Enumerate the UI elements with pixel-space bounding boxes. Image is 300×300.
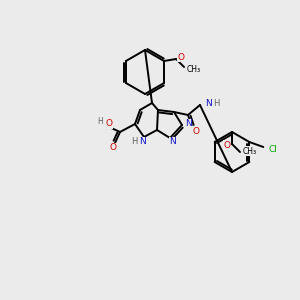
Text: O: O bbox=[110, 143, 116, 152]
Text: H: H bbox=[131, 136, 137, 146]
Text: N: N bbox=[169, 137, 176, 146]
Text: H: H bbox=[97, 118, 103, 127]
Text: N: N bbox=[139, 137, 145, 146]
Text: H: H bbox=[213, 98, 219, 107]
Text: CH₃: CH₃ bbox=[187, 65, 201, 74]
Text: CH₃: CH₃ bbox=[243, 146, 257, 155]
Text: O: O bbox=[178, 52, 184, 62]
Text: O: O bbox=[193, 127, 200, 136]
Text: O: O bbox=[224, 140, 230, 149]
Text: Cl: Cl bbox=[269, 145, 278, 154]
Text: O: O bbox=[106, 119, 112, 128]
Text: N: N bbox=[184, 119, 191, 128]
Text: N: N bbox=[205, 98, 212, 107]
